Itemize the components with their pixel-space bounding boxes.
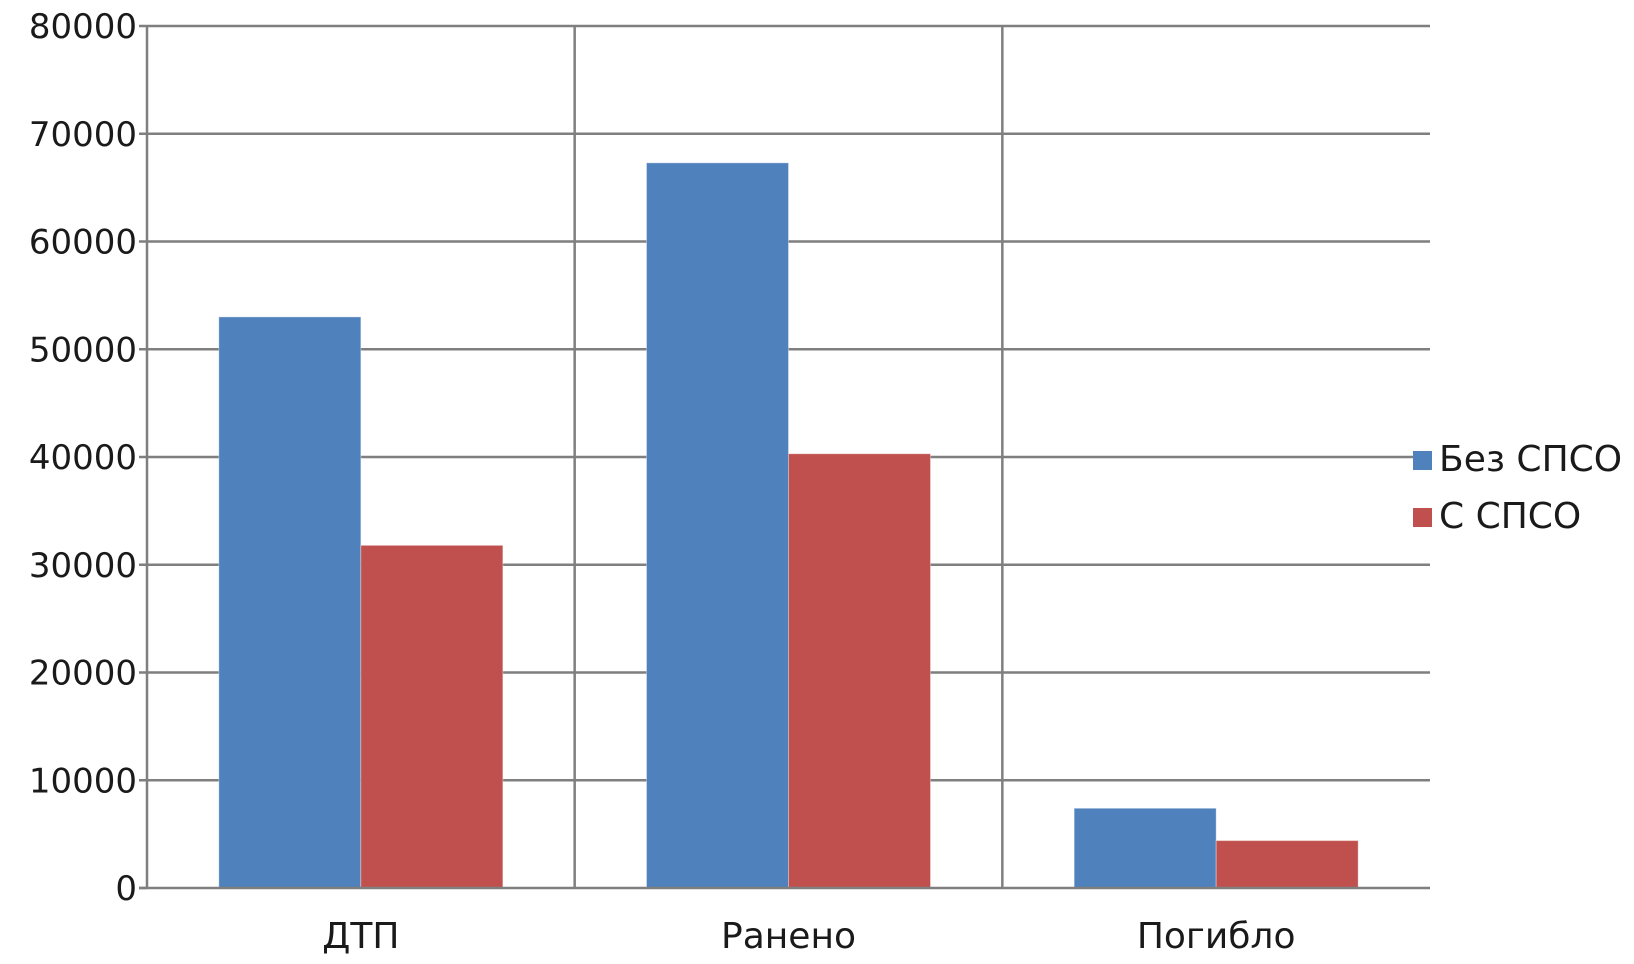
x-category-labels: ДТП Ранено Погибло [322,916,1295,957]
y-tick-label: 10000 [29,761,137,801]
bar [788,453,931,889]
x-category-label: Ранено [721,916,856,957]
bar [1073,807,1217,889]
y-tick-label: 80000 [29,7,137,47]
x-category-label: Погибло [1137,916,1296,957]
legend-label: Без СПСО [1439,439,1622,480]
y-tick-label: 40000 [29,438,137,478]
bar [218,316,362,889]
legend-label: С СПСО [1439,496,1581,537]
y-tick-label: 0 [115,869,137,909]
legend: Без СПСО С СПСО [1413,439,1622,537]
y-tick-label: 20000 [29,654,137,694]
y-tick-label: 50000 [29,330,137,370]
y-tick-labels: 0 10000 20000 30000 40000 50000 60000 70000 8000… [29,7,137,909]
y-tick-label: 30000 [29,546,137,586]
bar [1215,840,1359,889]
bar [646,162,789,889]
y-tick-label: 60000 [29,223,137,263]
legend-swatch [1413,508,1432,527]
x-category-label: ДТП [322,916,399,957]
bar [360,544,504,889]
legend-swatch [1413,451,1432,470]
y-tick-label: 70000 [29,115,137,155]
axes [139,24,1430,890]
